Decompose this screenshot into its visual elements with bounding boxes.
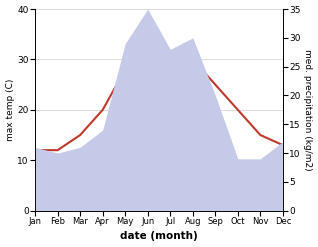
X-axis label: date (month): date (month) [120, 231, 198, 242]
Y-axis label: med. precipitation (kg/m2): med. precipitation (kg/m2) [303, 49, 313, 171]
Y-axis label: max temp (C): max temp (C) [5, 79, 15, 141]
